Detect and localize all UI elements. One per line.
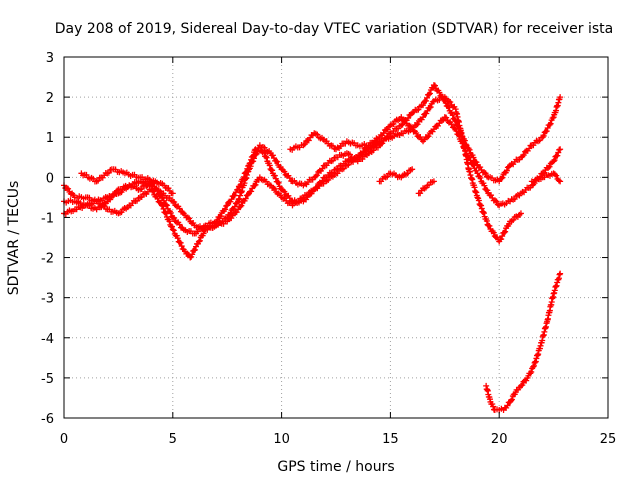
y-tick-label: -1 bbox=[41, 211, 54, 226]
y-tick-label: -3 bbox=[41, 292, 54, 307]
x-tick-label: 5 bbox=[169, 432, 177, 447]
series-track-9 bbox=[483, 270, 564, 413]
y-tick-label: -6 bbox=[41, 412, 54, 427]
series-track-4 bbox=[78, 166, 176, 197]
series-track-5 bbox=[287, 130, 383, 153]
y-tick-label: 1 bbox=[46, 131, 54, 146]
data-points bbox=[61, 82, 564, 413]
x-tick-label: 25 bbox=[600, 432, 617, 447]
y-axis-label: SDTVAR / TECUs bbox=[6, 181, 22, 296]
y-tick-label: -4 bbox=[41, 332, 54, 347]
axis-ticks: 0 5 10 15 20 25 -6 -5 -4 -3 -2 -1 0 1 2 3 bbox=[41, 51, 616, 447]
y-tick-label: 2 bbox=[46, 91, 54, 106]
x-axis-label: GPS time / hours bbox=[277, 459, 394, 475]
y-tick-label: -5 bbox=[41, 372, 54, 387]
x-tick-label: 10 bbox=[273, 432, 290, 447]
series-track-7 bbox=[415, 178, 437, 197]
series-track-2 bbox=[61, 82, 564, 261]
y-tick-label: 0 bbox=[46, 171, 54, 186]
y-tick-label: 3 bbox=[46, 51, 54, 66]
x-tick-label: 20 bbox=[491, 432, 508, 447]
series-track-8 bbox=[528, 170, 564, 185]
grid bbox=[64, 57, 608, 418]
y-tick-label: -2 bbox=[41, 252, 54, 267]
x-tick-label: 0 bbox=[60, 432, 68, 447]
chart-title: Day 208 of 2019, Sidereal Day-to-day VTE… bbox=[55, 21, 613, 37]
plot-frame bbox=[63, 56, 609, 419]
series-track-1 bbox=[61, 94, 524, 245]
x-tick-label: 15 bbox=[382, 432, 399, 447]
series-track-6 bbox=[376, 166, 416, 185]
